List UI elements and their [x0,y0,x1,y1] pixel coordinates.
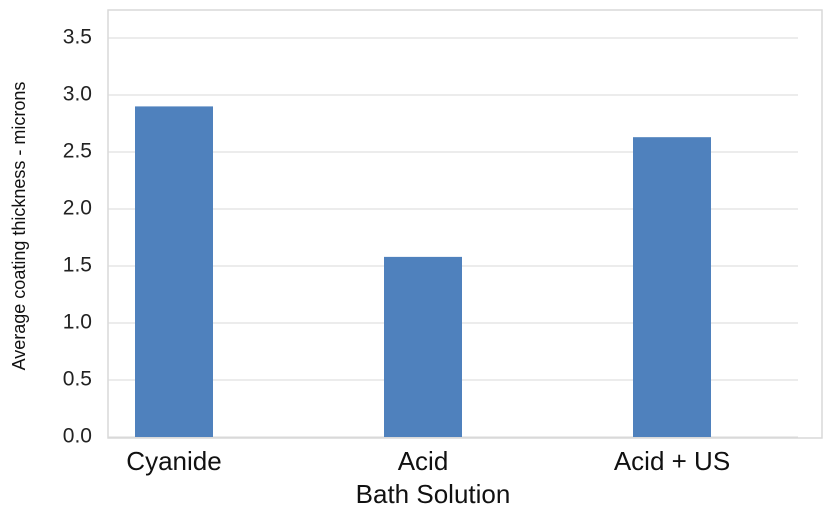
y-tick-label: 3.0 [63,83,92,106]
y-tick-label: 1.0 [63,311,92,334]
y-tick-label: 0.5 [63,368,92,391]
bar [135,106,213,438]
x-category-label: Cyanide [126,446,221,476]
bar [384,256,462,437]
y-tick-label: 3.5 [63,26,92,49]
x-axis-category-labels: Cyanide Acid Acid + US [126,446,730,476]
bars [135,106,711,438]
y-tick-label: 2.5 [63,140,92,163]
x-category-label: Acid [398,446,449,476]
bar [633,137,711,437]
y-tick-label: 1.5 [63,254,92,277]
x-category-label: Acid + US [614,446,730,476]
y-axis-tick-labels: 0.0 0.5 1.0 1.5 2.0 2.5 3.0 3.5 [63,26,92,448]
x-axis-title: Bath Solution [356,479,511,509]
y-axis-title: Average coating thickness - microns [9,82,29,371]
y-tick-label: 2.0 [63,197,92,220]
plot-area-border [107,9,823,439]
y-tick-label: 0.0 [63,425,92,448]
